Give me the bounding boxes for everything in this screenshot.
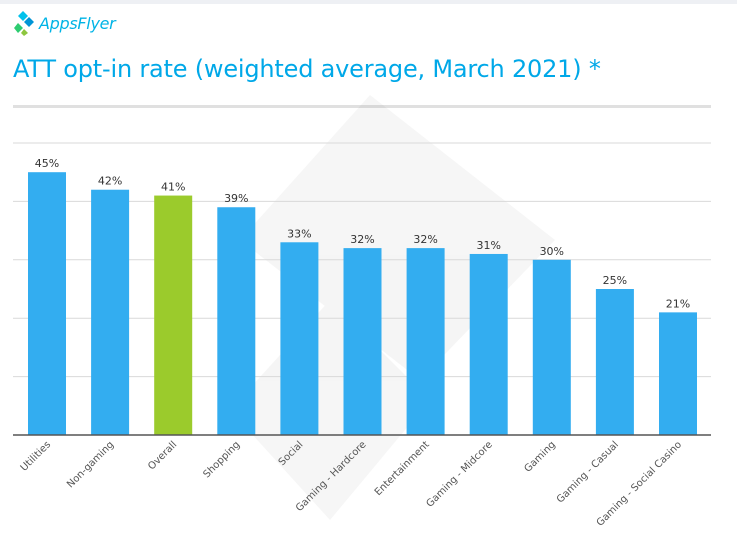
bar-value-label: 45% (35, 157, 59, 170)
bar (280, 242, 319, 435)
chart-title: ATT opt-in rate (weighted average, March… (13, 55, 601, 83)
bar-value-label: 32% (413, 233, 437, 246)
bar-value-label: 33% (287, 227, 311, 240)
top-rule (0, 0, 737, 4)
bar (595, 289, 634, 435)
appsflyer-logo: AppsFlyer (14, 10, 116, 36)
bar (469, 253, 508, 435)
logo-text: AppsFlyer (39, 13, 116, 33)
value-labels: 45% 42% 41% 39% 33% 32% 32% 31% 30% 25% 21% (35, 157, 690, 310)
bar-value-label: 30% (540, 245, 564, 258)
bar (659, 312, 697, 435)
bar (217, 207, 256, 435)
x-tick-label: Overall (146, 439, 179, 472)
x-tick-label: Utilities (19, 439, 53, 473)
bar-value-label: 31% (476, 239, 500, 252)
bar (532, 259, 571, 435)
title-divider (13, 105, 711, 108)
x-tick-label: Non-gaming (65, 439, 116, 490)
bars (28, 172, 697, 435)
x-tick-label: Gaming - Casual (555, 439, 621, 505)
bar (343, 248, 382, 435)
bar-value-label: 42% (98, 175, 122, 188)
x-tick-label: Shopping (201, 439, 242, 480)
bar (406, 248, 445, 435)
bar-value-label: 21% (666, 297, 690, 310)
bar-value-label: 39% (224, 192, 248, 205)
bar (28, 172, 66, 435)
x-tick-label: Gaming - Midcore (424, 439, 494, 509)
bar-value-label: 25% (603, 274, 627, 287)
bar-value-label: 32% (350, 233, 374, 246)
x-tick-label: Gaming (522, 439, 557, 474)
bar (154, 195, 193, 435)
bar (91, 189, 130, 435)
appsflyer-logo-icon (14, 11, 34, 36)
bar-value-label: 41% (161, 181, 185, 194)
